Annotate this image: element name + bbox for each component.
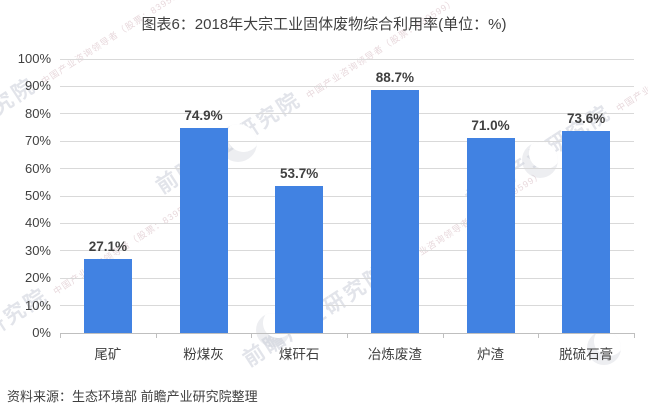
- gridline: [60, 277, 634, 279]
- axis-tick: [60, 333, 61, 338]
- x-tick-label: 煤矸石: [278, 347, 320, 362]
- bar-粉煤灰: [179, 127, 228, 333]
- x-axis-labels: 尾矿 粉煤灰 煤矸石 冶炼废渣 炉渣 脱硫石膏: [60, 343, 634, 363]
- y-tick-label: 30%: [24, 242, 51, 258]
- qianzhan-logo-icon: [587, 331, 621, 365]
- gridline: [60, 305, 634, 307]
- gridline: [60, 168, 634, 170]
- gridline: [60, 113, 634, 115]
- gridline: [60, 58, 634, 60]
- bar-value-label: 53.7%: [280, 165, 319, 181]
- y-tick-label: 50%: [24, 188, 51, 203]
- gridline: [60, 195, 634, 197]
- axis-tick: [538, 333, 540, 338]
- y-tick-label: 40%: [24, 215, 51, 231]
- gridline: [60, 85, 634, 87]
- bar-value-label: 73.6%: [567, 111, 606, 127]
- gridline: [60, 250, 634, 252]
- y-tick-label: 70%: [24, 133, 51, 149]
- x-tick-label: 脱硫石膏: [559, 347, 614, 362]
- bar-value-label: 88.7%: [375, 69, 414, 85]
- bar-value-label: 27.1%: [88, 238, 127, 254]
- axis-tick: [155, 333, 157, 338]
- bar-炉渣: [466, 138, 515, 333]
- y-tick-label: 0%: [32, 325, 51, 340]
- bar-煤矸石: [275, 185, 324, 333]
- chart-title: 图表6：2018年大宗工业固体废物综合利用率(单位：%): [141, 16, 507, 33]
- bar-value-label: 71.0%: [471, 118, 510, 134]
- y-tick-label: 60%: [24, 160, 51, 176]
- x-tick-label: 粉煤灰: [183, 347, 224, 362]
- y-tick-label: 90%: [24, 78, 51, 94]
- x-tick-label: 炉渣: [476, 347, 504, 362]
- y-tick-label: 100%: [17, 51, 51, 66]
- y-tick-label: 10%: [24, 297, 51, 313]
- qianzhan-logo-icon: [522, 142, 558, 178]
- gridline: [60, 222, 634, 224]
- source-note: 资料来源：生态环境部 前瞻产业研究院整理: [7, 389, 258, 404]
- plot-area: 0% 10% 20% 30% 40% 50% 60% 70% 80% 90% 100% 27.1% 74…: [18, 51, 635, 340]
- bar-尾矿: [83, 258, 132, 333]
- x-tick-label: 尾矿: [94, 347, 122, 362]
- gridline: [60, 140, 634, 142]
- axis-tick: [251, 333, 253, 338]
- y-tick-label: 20%: [24, 270, 51, 286]
- bar-脱硫石膏: [562, 131, 611, 333]
- bar-冶炼废渣: [370, 89, 419, 333]
- axis-tick: [347, 333, 348, 338]
- y-tick-label: 80%: [24, 105, 51, 121]
- axis-tick: [442, 333, 444, 338]
- bar-value-label: 74.9%: [184, 107, 223, 123]
- axis-tick: [634, 333, 635, 338]
- x-tick-label: 冶炼废渣: [367, 347, 422, 362]
